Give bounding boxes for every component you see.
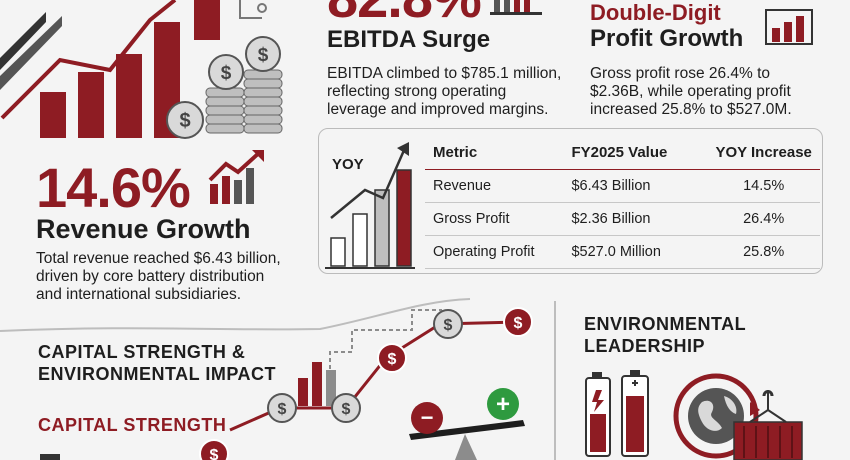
body-line: reflecting strong operating (327, 83, 507, 100)
environmental-leadership-title: ENVIRONMENTAL LEADERSHIP (584, 313, 746, 357)
table-cell-yoy: 14.5% (707, 169, 820, 203)
table-cell-value: $6.43 Billion (563, 169, 708, 203)
body-line: and international subsidiaries. (36, 286, 242, 303)
profit-growth-heading-line1: Double-Digit (590, 0, 721, 25)
capital-strength-subtitle: CAPITAL STRENGTH (38, 415, 227, 435)
dollar-coin-icon: $ (166, 101, 204, 139)
svg-text:$: $ (258, 45, 269, 66)
trend-line (0, 0, 177, 120)
table-header-yoy: YOY Increase (707, 140, 820, 170)
dollar-coin-icon: $ (267, 393, 297, 423)
title-line: CAPITAL STRENGTH & (38, 342, 246, 362)
body-line: increased 25.8% to $527.0M. (590, 101, 792, 118)
table-cell-metric: Operating Profit (425, 235, 564, 269)
section-divider-curve (0, 298, 556, 460)
dollar-coin-icon: $ (199, 439, 229, 460)
metrics-table: Metric FY2025 Value YOY Increase Revenue… (425, 140, 820, 269)
ebitda-heading: EBITDA Surge (327, 26, 491, 53)
title-line: ENVIRONMENTAL (584, 314, 747, 334)
table-header-row: Metric FY2025 Value YOY Increase (425, 140, 820, 170)
profit-growth-heading-line2: Profit Growth (590, 25, 744, 52)
coin-stack (205, 69, 283, 134)
table-cell-value: $527.0 Million (563, 235, 708, 269)
table-header-metric: Metric (425, 140, 564, 170)
table-cell-yoy: 25.8% (707, 235, 820, 269)
battery-icons (585, 370, 649, 457)
revenue-bar (194, 0, 220, 40)
ebitda-stat-clip: 82.8% (327, 0, 487, 18)
revenue-growth-heading: Revenue Growth (36, 214, 251, 244)
body-line: EBITDA climbed to $785.1 million, (327, 65, 562, 82)
minus-circle-icon: − (411, 402, 443, 434)
coin-trend-illustration: $ $ $ $ $ $ (199, 307, 533, 460)
circuit-line (239, 0, 262, 19)
table-row: Gross Profit $2.36 Billion 26.4% (425, 202, 820, 236)
svg-text:$: $ (342, 401, 351, 418)
table-cell-metric: Gross Profit (425, 202, 564, 236)
body-line: Gross profit rose 26.4% to (590, 65, 771, 82)
title-line: ENVIRONMENTAL IMPACT (38, 364, 276, 384)
table-header-value: FY2025 Value (563, 140, 708, 170)
svg-text:$: $ (179, 110, 190, 132)
circuit-node (257, 3, 267, 13)
ebitda-stat: 82.8% (327, 0, 487, 18)
svg-text:+: + (496, 391, 510, 418)
container-hook-icon (733, 390, 803, 460)
dollar-coin-icon: $ (208, 54, 244, 90)
table-cell-yoy: 26.4% (707, 202, 820, 236)
body-line: leverage and improved margins. (327, 101, 549, 118)
dollar-coin-icon: $ (503, 307, 533, 337)
growth-arrow-chart-icon (208, 150, 264, 204)
scale-base (455, 434, 477, 460)
yoy-label: YOY (332, 156, 364, 173)
svg-text:$: $ (514, 315, 523, 332)
svg-text:−: − (421, 405, 434, 430)
table-cell-value: $2.36 Billion (563, 202, 708, 236)
battery-icon (585, 372, 611, 457)
bottom-left-fragment (40, 454, 60, 460)
dollar-coin-icon: $ (331, 393, 361, 423)
svg-text:$: $ (388, 351, 397, 368)
svg-text:$: $ (221, 63, 232, 84)
trend-bar (312, 362, 322, 406)
trend-bar (298, 378, 308, 406)
battery-icon (621, 370, 649, 457)
body-line: $2.36B, while operating profit (590, 83, 791, 100)
scale-beam (409, 420, 525, 440)
revenue-bar (116, 54, 142, 138)
capital-strength-title: CAPITAL STRENGTH & ENVIRONMENTAL IMPACT (38, 341, 276, 385)
plus-circle-icon: + (487, 388, 519, 420)
dollar-coin-icon: $ (245, 36, 281, 72)
dollar-coin-icon: $ (433, 309, 463, 339)
profit-growth-body: Gross profit rose 26.4% to $2.36B, while… (590, 65, 840, 119)
dollar-coin-icon: $ (377, 343, 407, 373)
revenue-bar (40, 92, 66, 138)
table-row: Operating Profit $527.0 Million 25.8% (425, 235, 820, 269)
globe-recycling-icon (673, 373, 760, 459)
trend-bar (326, 370, 336, 406)
svg-text:$: $ (278, 401, 287, 418)
small-bar-chart-icon (490, 0, 542, 15)
diagonal-arrow-shape (0, 12, 46, 70)
revenue-growth-body: Total revenue reached $6.43 billion, dri… (36, 250, 316, 304)
body-line: driven by core battery distribution (36, 268, 265, 285)
metrics-table-wrap: Metric FY2025 Value YOY Increase Revenue… (425, 140, 820, 270)
revenue-growth-stat: 14.6% (36, 156, 191, 219)
yoy-panel-box (318, 128, 823, 274)
svg-text:$: $ (210, 447, 219, 460)
diagonal-arrow-shape-2 (0, 16, 62, 90)
svg-text:$: $ (444, 317, 453, 334)
table-cell-metric: Revenue (425, 169, 564, 203)
revenue-bar (78, 72, 104, 138)
revenue-bar-illustration: $ $ $ (0, 0, 283, 139)
yoy-bar-chart-icon (325, 142, 415, 269)
profit-chart-icon (765, 9, 813, 45)
body-line: Total revenue reached $6.43 billion, (36, 250, 281, 267)
table-row: Revenue $6.43 Billion 14.5% (425, 169, 820, 203)
balance-scale-illustration: − + (409, 388, 525, 460)
ebitda-body: EBITDA climbed to $785.1 million, reflec… (327, 65, 572, 119)
title-line: LEADERSHIP (584, 336, 706, 356)
